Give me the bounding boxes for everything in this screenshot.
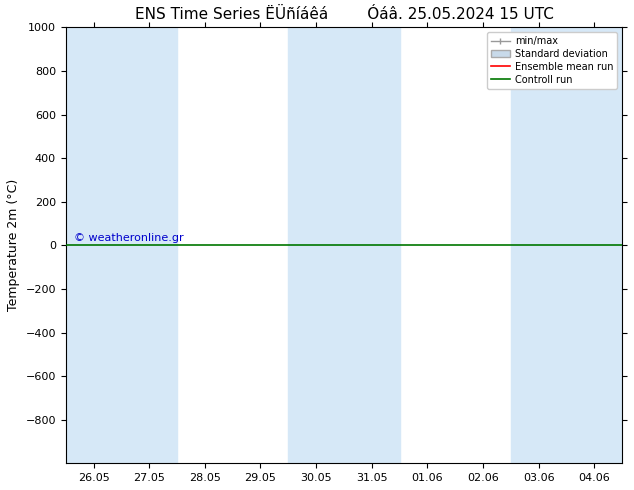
Bar (511, 27, 567, 464)
Y-axis label: Temperature 2m (°C): Temperature 2m (°C) (7, 179, 20, 312)
Bar (288, 27, 344, 464)
Bar (121, 27, 177, 464)
Legend: min/max, Standard deviation, Ensemble mean run, Controll run: min/max, Standard deviation, Ensemble me… (487, 32, 618, 89)
Bar (344, 27, 399, 464)
Title: ENS Time Series ËÜñíáêá        Óáâ. 25.05.2024 15 UTC: ENS Time Series ËÜñíáêá Óáâ. 25.05.2024 … (134, 7, 553, 22)
Bar (567, 27, 622, 464)
Text: © weatheronline.gr: © weatheronline.gr (74, 233, 184, 243)
Bar (66, 27, 121, 464)
